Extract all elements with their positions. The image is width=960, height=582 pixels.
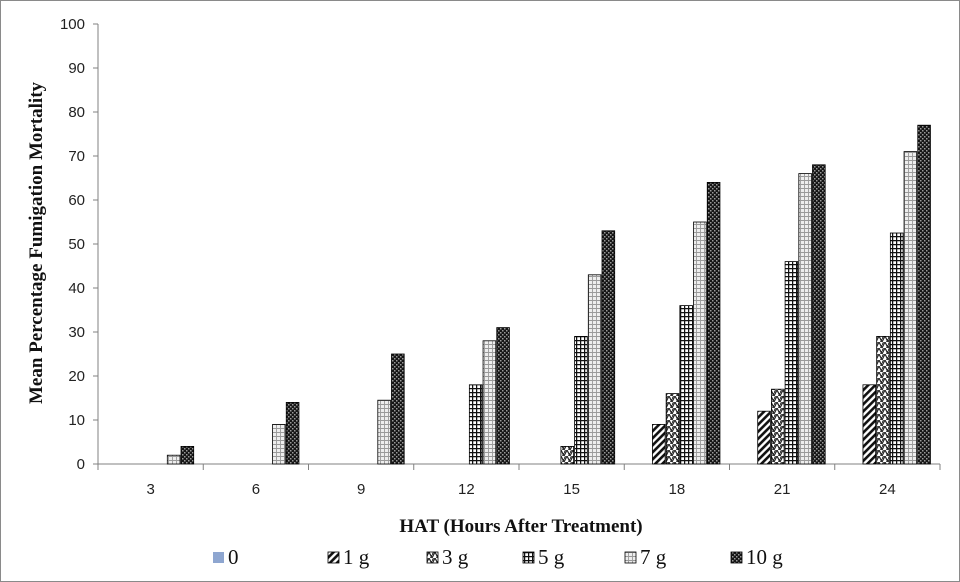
bar-3g-hat-18 [665,393,680,465]
bar-10g-hat-6 [285,401,300,465]
legend-swatch [624,551,637,564]
legend-swatch [327,551,340,564]
x-tick-label: 21 [774,481,791,498]
bar-5g-hat-24 [889,232,904,465]
legend-swatch [730,551,743,564]
y-tick-label: 0 [77,456,85,473]
bar-1g-hat-18 [652,423,666,465]
bar-7g-hat-6 [272,423,286,465]
bar-3g-hat-24 [876,335,890,465]
bar-1g-hat-24 [862,384,877,465]
legend-label: 10 g [746,545,783,569]
bar-7g-hat-15 [587,274,602,465]
y-tick-label: 50 [68,236,85,253]
bar-10g-hat-12 [496,327,510,465]
legend-label: 1 g [343,545,370,569]
legend-swatch [522,551,535,564]
bar-1g-hat-21 [757,410,771,465]
y-tick-label: 80 [68,104,85,121]
x-axis-title: HAT (Hours After Treatment) [399,516,642,537]
y-tick-label: 10 [68,412,85,429]
legend-label: 5 g [538,545,565,569]
y-tick-label: 20 [68,368,85,385]
x-tick-label: 12 [458,481,475,498]
x-tick-label: 3 [146,481,154,498]
bar-5g-hat-18 [679,305,693,465]
x-tick-label: 24 [879,481,896,498]
legend-label: 0 [228,545,239,569]
y-tick-label: 60 [68,192,85,209]
y-tick-label: 70 [68,148,85,165]
bars [166,124,931,465]
bar-10g-hat-21 [812,164,826,465]
bar-5g-hat-21 [784,261,799,465]
bar-7g-hat-9 [377,399,391,465]
legend-swatch [426,551,439,564]
bar-7g-hat-24 [903,151,918,465]
bar-3g-hat-21 [771,388,785,465]
y-axis-title: Mean Percentage Fumigation Mortality [26,81,47,404]
tick-labels: 0 10 20 30 40 50 60 70 80 90 100 3 6 9 12 15 18 21 24 [60,16,896,498]
y-tick-label: 100 [60,16,85,33]
legend-swatch [213,552,224,563]
x-tick-label: 15 [563,481,580,498]
bar-10g-hat-9 [391,353,405,465]
bar-7g-hat-21 [798,173,812,465]
y-tick-label: 40 [68,280,85,297]
bar-10g-hat-24 [917,124,931,465]
bar-5g-hat-12 [468,384,483,465]
y-tick-label: 90 [68,60,85,77]
bar-10g-hat-3 [180,445,195,465]
bar-7g-hat-3 [166,454,181,465]
legend: 0 1 g 3 g 5 g 7 g 10 g [213,545,783,569]
bar-10g-hat-15 [601,230,616,465]
legend-label: 7 g [640,545,667,569]
legend-label: 3 g [442,545,469,569]
bar-7g-hat-18 [693,221,707,465]
x-tick-label: 18 [669,481,686,498]
x-tick-label: 9 [357,481,365,498]
bar-7g-hat-12 [482,340,497,465]
x-tick-label: 6 [252,481,260,498]
bar-5g-hat-15 [574,335,588,465]
bar-3g-hat-15 [560,445,575,465]
y-tick-label: 30 [68,324,85,341]
bar-10g-hat-18 [706,181,721,465]
